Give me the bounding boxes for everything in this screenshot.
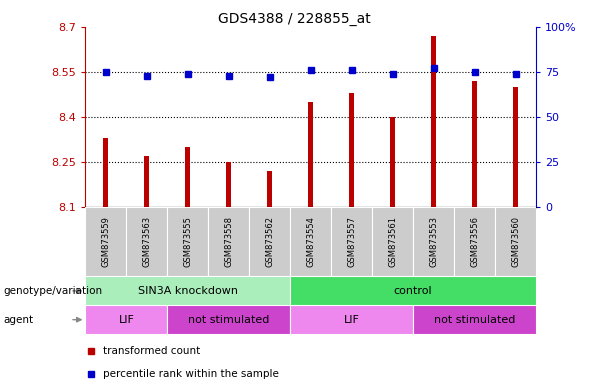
Bar [186,147,190,207]
Bar [85,305,167,334]
Text: percentile rank within the sample: percentile rank within the sample [104,369,279,379]
Text: GSM873562: GSM873562 [265,217,274,267]
Text: not stimulated: not stimulated [188,314,269,325]
Text: GSM873563: GSM873563 [143,216,151,268]
Bar [331,207,372,276]
Bar [472,81,477,207]
Text: GSM873560: GSM873560 [511,217,520,267]
Bar [249,207,290,276]
Bar [226,162,231,207]
Text: GSM873561: GSM873561 [388,217,397,267]
Text: LIF: LIF [118,314,134,325]
Text: LIF: LIF [344,314,360,325]
Bar [290,276,536,305]
Bar [290,207,331,276]
Bar [413,305,536,334]
Bar [372,207,413,276]
Bar [431,36,436,207]
Text: GSM873557: GSM873557 [347,217,356,267]
Bar [267,171,272,207]
Text: not stimulated: not stimulated [434,314,515,325]
Text: control: control [394,286,432,296]
Bar [167,207,209,276]
Bar [513,87,518,207]
Bar [454,207,495,276]
Text: GSM873554: GSM873554 [306,217,315,267]
Bar [413,207,454,276]
Text: transformed count: transformed count [104,346,201,356]
Bar [495,207,536,276]
Text: agent: agent [3,314,33,325]
Text: SIN3A knockdown: SIN3A knockdown [138,286,238,296]
Bar [290,305,413,334]
Bar [349,93,354,207]
Bar [127,207,167,276]
Text: genotype/variation: genotype/variation [3,286,102,296]
Text: GSM873555: GSM873555 [183,217,193,267]
Bar [144,156,149,207]
Text: GSM873559: GSM873559 [101,217,110,267]
Text: GSM873558: GSM873558 [224,217,233,267]
Bar [390,117,395,207]
Text: GSM873556: GSM873556 [470,217,479,267]
Text: GDS4388 / 228855_at: GDS4388 / 228855_at [218,12,371,25]
Bar [85,276,290,305]
Text: GSM873553: GSM873553 [429,217,438,267]
Bar [85,207,127,276]
Bar [104,138,108,207]
Bar [167,305,290,334]
Bar [308,102,313,207]
Bar [209,207,249,276]
